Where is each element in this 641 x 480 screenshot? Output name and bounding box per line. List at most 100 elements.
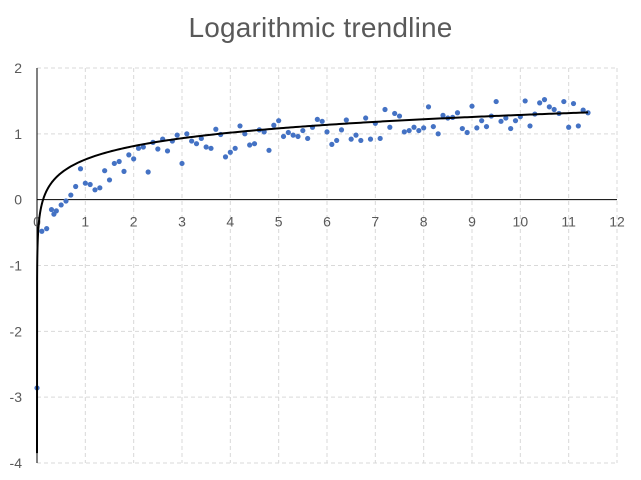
data-point [213,126,219,132]
data-point [566,124,572,130]
y-tick-label: 2 [14,60,22,76]
data-point [300,127,306,134]
data-point [319,118,325,124]
data-point [527,123,533,129]
data-point [285,129,291,136]
data-point [474,125,480,131]
data-point [575,123,581,129]
data-point [305,135,311,142]
x-tick-label: 10 [513,214,529,230]
x-tick-label: 4 [226,214,234,230]
data-point [87,181,93,188]
data-point [508,125,514,132]
data-point [193,141,200,147]
x-tick-label: 0 [33,214,41,230]
data-point [464,129,470,136]
data-point [479,118,485,124]
data-point [276,118,282,124]
data-point [174,132,180,138]
data-point [155,146,161,152]
data-point [430,123,436,130]
data-point [541,97,548,103]
data-point [334,137,340,144]
data-point [63,198,69,204]
data-point [82,180,88,186]
data-point [68,192,74,198]
data-point [242,131,248,137]
data-point [106,177,113,183]
data-point [203,144,209,150]
data-point [53,208,59,214]
data-point [382,106,388,113]
x-tick-label: 12 [609,214,625,230]
data-point [44,226,50,232]
log-trendline-path [36,111,589,454]
data-point [416,127,422,134]
data-point [324,129,330,135]
data-point [232,145,238,151]
x-tick-label: 8 [420,214,428,230]
x-tick-label: 9 [468,214,476,230]
data-point [367,136,374,142]
data-point [227,149,233,155]
data-point [392,110,398,117]
data-point [198,135,204,142]
data-point [271,122,277,128]
data-point [116,158,122,165]
data-points [34,97,591,391]
data-point [39,228,45,234]
data-point [208,145,214,151]
data-point [570,100,577,107]
data-point [522,98,528,104]
x-tick-label: 3 [178,214,186,230]
data-point [329,141,335,147]
data-point [121,168,127,174]
data-point [425,104,432,110]
data-point [406,127,412,134]
data-point [140,144,146,150]
data-point [290,132,296,138]
data-point [189,138,195,144]
data-point [164,148,171,154]
data-point [435,131,441,137]
data-point [503,115,509,121]
x-tick-label: 5 [275,214,283,230]
data-point [512,118,519,124]
grid-lines [37,67,618,464]
data-point [469,103,475,109]
data-point [338,127,345,133]
data-point [459,125,465,132]
data-point [280,133,287,140]
data-point [247,142,253,148]
data-point [237,123,243,129]
data-point [251,141,258,147]
x-tick-label: 6 [323,214,331,230]
data-point [126,152,132,158]
data-point [295,133,301,140]
y-tick-label: -4 [10,455,23,471]
data-point [77,166,84,172]
data-point [102,168,108,174]
data-point [551,106,557,113]
x-tick-label: 11 [561,214,576,230]
data-point [314,116,320,122]
data-point [454,110,461,116]
data-point [266,147,272,153]
data-point [184,131,190,137]
x-tick-label: 2 [130,214,138,230]
data-point [348,136,354,142]
data-point [353,132,359,138]
data-point [358,137,364,144]
data-point [546,104,552,110]
data-point [135,145,142,151]
y-tick-label: -2 [10,323,23,339]
chart-title: Logarithmic trendline [188,12,453,43]
data-point [421,125,427,131]
y-tick-label: 0 [14,192,22,208]
x-tick-label: 7 [371,214,379,230]
data-point [48,206,55,213]
data-point [97,185,103,191]
data-point [111,160,117,167]
